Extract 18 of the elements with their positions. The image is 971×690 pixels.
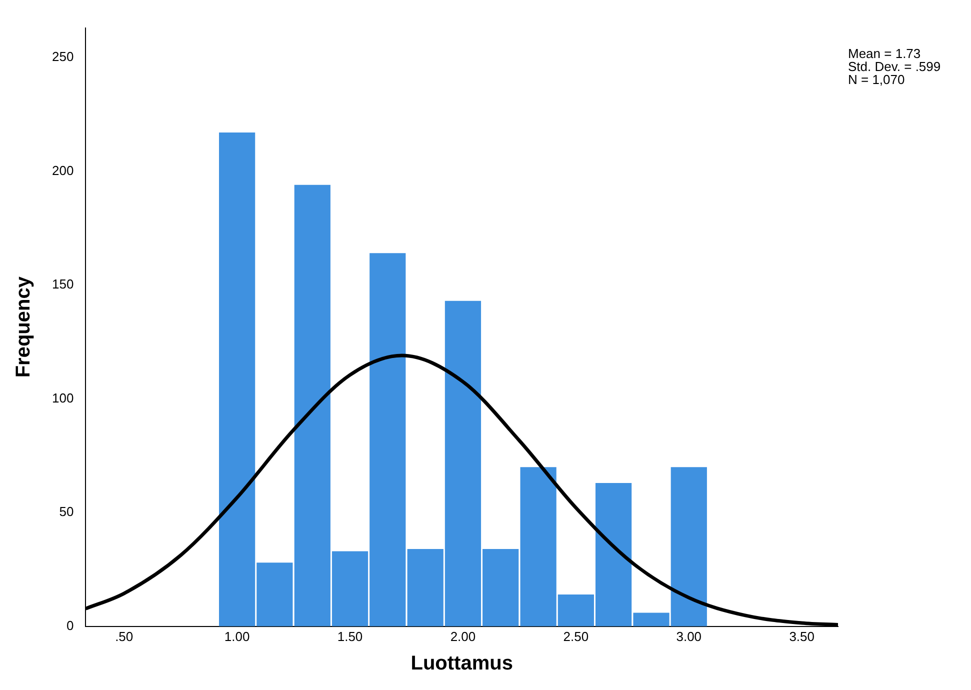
text: N = 1,070 [848,72,905,88]
y-axis-title: Frequency [12,276,35,378]
y-tick-label: 250 [52,48,74,64]
x-tick-label: 1.50 [337,628,363,644]
y-tick-label: 200 [52,162,74,178]
x-tick-label: 2.50 [563,628,589,644]
x-axis-title: Luottamus [410,652,513,675]
y-tick-label: 50 [59,504,74,520]
x-tick-label: 3.00 [676,628,702,644]
text: Mean = 1.73 [848,46,921,62]
x-tick-label: .50 [115,628,134,644]
y-tick-label: 0 [66,618,74,633]
x-tick-label: 3.50 [789,628,815,644]
x-tick-label: 2.00 [450,628,476,644]
y-tick-label: 150 [52,276,74,292]
y-tick-label: 100 [52,390,74,406]
text: Std. Dev. = .599 [848,59,941,74]
x-tick-label: 1.00 [224,628,250,644]
